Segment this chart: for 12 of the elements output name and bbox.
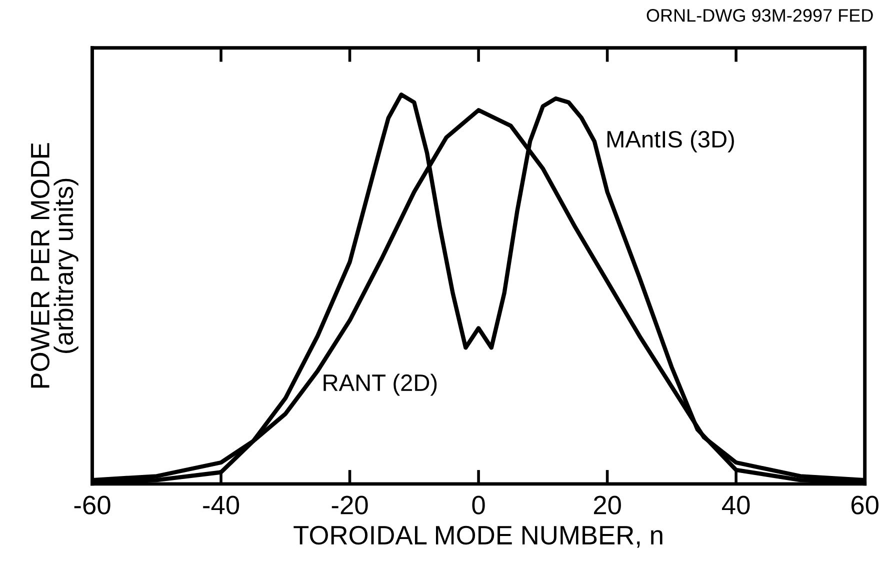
x-tick-label: 0 [472,496,485,514]
x-tick-label: 60 [851,496,878,514]
x-axis-title: TOROIDAL MODE NUMBER, n [294,526,662,548]
text: ORNL-DWG 93M-2997 FED [646,9,873,22]
y-axis-title: POWER PER MODE (arbitrary units) [30,143,78,388]
series-label: RANT (2D) [324,374,437,396]
x-tick-label: 20 [594,496,621,514]
x-tick-label: -20 [332,496,368,514]
x-tick-label: 40 [722,496,750,514]
series-label: MAntIS (3D) [607,130,734,152]
x-tick-label: -60 [74,496,110,514]
x-tick-label: -40 [203,496,240,514]
